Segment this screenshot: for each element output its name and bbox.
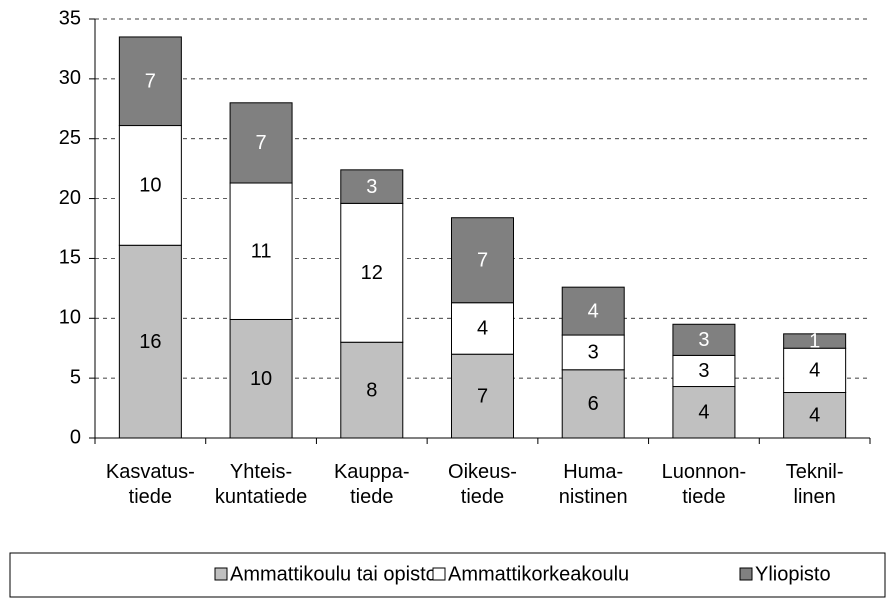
data-label: 7 <box>256 132 267 154</box>
y-tick-label: 10 <box>59 307 81 329</box>
x-tick-label: Luonnon- tiede <box>661 461 747 508</box>
data-label: 4 <box>809 360 820 382</box>
bar-segment <box>340 202 404 343</box>
bar-segment <box>783 347 847 394</box>
data-label: 10 <box>139 175 161 197</box>
legend-swatch <box>739 567 753 581</box>
data-label: 7 <box>477 385 488 407</box>
data-label: 12 <box>361 262 383 284</box>
x-tick-label: Yhteis- kuntatiede <box>214 461 308 508</box>
data-label: 11 <box>251 241 272 263</box>
bar-segment <box>451 353 514 439</box>
bar-segment <box>229 102 293 184</box>
data-label: 3 <box>588 342 599 364</box>
bar-segment <box>118 36 182 127</box>
data-label: 3 <box>698 360 709 382</box>
y-tick-label: 5 <box>70 366 81 388</box>
legend-label: Yliopisto <box>755 563 831 585</box>
bar-segment <box>561 334 625 371</box>
bar-segment <box>561 286 625 336</box>
data-label: 3 <box>366 176 377 198</box>
bar-segment <box>783 333 847 349</box>
x-tick-label-box: Yhteis- kuntatiede <box>214 461 308 508</box>
bar-segment <box>451 302 514 355</box>
data-label: 4 <box>588 300 599 322</box>
data-label: 3 <box>698 329 709 351</box>
legend-swatch <box>432 567 446 581</box>
x-tick-label-box: Teknil- linen <box>785 461 844 508</box>
data-label: 16 <box>139 331 161 353</box>
data-label: 6 <box>588 393 599 415</box>
bar-segment <box>229 318 293 439</box>
x-tick-label: Teknil- linen <box>785 461 844 508</box>
y-tick-label: 35 <box>59 7 81 29</box>
bar-segment <box>118 125 182 246</box>
x-tick-label-box: Luonnon- tiede <box>661 461 747 508</box>
bar-segment <box>672 323 736 356</box>
data-label: 8 <box>366 379 377 401</box>
bar-segment <box>340 341 404 439</box>
y-tick-label: 30 <box>59 67 81 89</box>
y-tick-label: 0 <box>70 426 81 448</box>
x-tick-label: Kauppa- tiede <box>333 461 410 508</box>
x-tick-label-box: Huma- nistinen <box>558 461 628 508</box>
bar-segment <box>451 217 514 304</box>
bar-segment <box>340 169 404 204</box>
y-tick-label: 15 <box>59 247 81 269</box>
bar-segment <box>118 244 182 439</box>
data-label: 4 <box>477 318 488 340</box>
bar-segment <box>672 386 736 439</box>
data-label: 7 <box>477 250 488 272</box>
legend-label: Ammattikoulu tai opisto <box>230 563 437 585</box>
data-label: 10 <box>250 368 272 390</box>
bar-segment <box>229 182 293 320</box>
x-tick-label: Oikeus- tiede <box>448 461 517 508</box>
y-tick-label: 25 <box>59 127 81 149</box>
data-label: 7 <box>145 71 156 93</box>
bar-segment <box>672 354 736 388</box>
legend-box <box>9 552 886 598</box>
legend-label: Ammattikorkeakoulu <box>448 563 629 585</box>
data-label: 4 <box>698 402 709 424</box>
x-tick-label: Huma- nistinen <box>558 461 628 508</box>
x-tick-label-box: Kasvatus- tiede <box>105 461 195 508</box>
bar-segment <box>561 369 625 439</box>
data-label: 1 <box>809 330 820 352</box>
x-tick-label-box: Oikeus- tiede <box>448 461 517 508</box>
x-tick-label: Kasvatus- tiede <box>105 461 195 508</box>
legend-swatch <box>214 567 228 581</box>
data-label: 4 <box>809 405 820 427</box>
x-tick-label-box: Kauppa- tiede <box>333 461 410 508</box>
y-tick-label: 20 <box>59 187 81 209</box>
